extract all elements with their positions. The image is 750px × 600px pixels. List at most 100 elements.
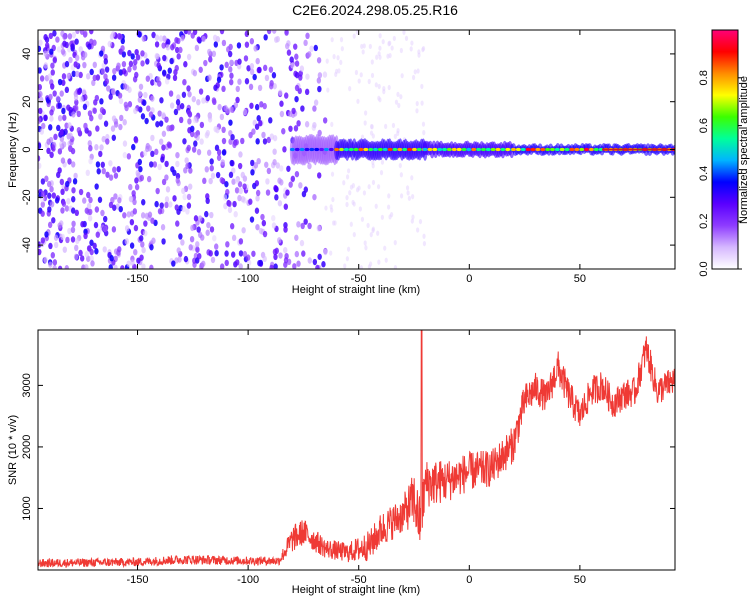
- spectrogram-cell: [38, 67, 42, 74]
- spectrogram-cell: [81, 88, 87, 95]
- spectrogram-cell: [211, 97, 217, 104]
- spectrogram-cell: [322, 117, 328, 124]
- spectrogram-cell: [198, 66, 203, 73]
- spectrogram-cell: [255, 195, 260, 202]
- spectrogram-cell: [136, 257, 141, 264]
- spectrogram-cell: [150, 134, 155, 142]
- spectrogram-cell: [87, 140, 92, 147]
- spectrogram-cell: [149, 264, 154, 269]
- spectrogram-cell: [38, 142, 42, 150]
- colorbar-tick-label: 0.6: [698, 118, 710, 133]
- spectrogram-cell: [363, 120, 367, 126]
- spectrogram-cell: [108, 264, 113, 269]
- spectrogram-cell: [67, 144, 73, 152]
- spectrogram-cell: [219, 64, 224, 71]
- spectrogram-cell: [216, 149, 222, 156]
- spectrogram-cell: [254, 207, 260, 214]
- spectrogram-cell: [67, 46, 72, 53]
- spectrogram-cell: [140, 60, 145, 67]
- spectrogram-cell: [189, 235, 195, 243]
- spectrogram-cell: [113, 121, 119, 128]
- spectrogram-ridge-peak: [485, 147, 491, 152]
- spectrogram-cell: [252, 73, 257, 81]
- spectrogram-cell: [166, 141, 172, 148]
- spectrogram-cell: [345, 174, 350, 180]
- spectrogram-cell: [381, 39, 385, 45]
- spectrogram-ridge-peak: [314, 147, 320, 152]
- x-tick-label: -100: [237, 273, 259, 285]
- spectrogram-cell: [111, 226, 117, 233]
- spectrogram-cell: [121, 68, 127, 75]
- spectrogram-cell: [161, 111, 166, 119]
- spectrogram-cell: [60, 233, 65, 241]
- spectrogram-cell: [323, 248, 328, 256]
- spectrogram-cell: [199, 138, 204, 145]
- spectrogram-cell: [212, 34, 218, 42]
- spectrogram-cell: [46, 180, 52, 188]
- spectrogram-cell: [38, 248, 42, 256]
- spectrogram-cell: [195, 246, 200, 253]
- spectrogram-cell: [95, 125, 100, 132]
- spectrogram-cell: [283, 246, 288, 254]
- spectrogram-cell: [183, 61, 188, 68]
- spectrogram-cell: [271, 222, 277, 229]
- spectrogram-cell: [278, 89, 283, 96]
- spectrogram-cell: [147, 145, 152, 152]
- spectrogram-ridge-peak: [481, 147, 486, 152]
- spectrogram-cell: [393, 133, 397, 139]
- spectrogram-cell: [169, 57, 174, 65]
- spectrogram-cell: [249, 63, 255, 70]
- spectrogram-cell: [329, 250, 333, 256]
- spectrogram-cell: [387, 84, 391, 91]
- spectrogram-cell: [48, 124, 53, 131]
- spectrogram-ridge-peak: [490, 147, 496, 152]
- spectrogram-cell: [65, 236, 70, 244]
- spectrogram-cell: [150, 150, 155, 158]
- spectrogram-cell: [293, 125, 299, 132]
- spectrogram-cell: [122, 212, 127, 219]
- x-tick-label: 0: [466, 273, 472, 285]
- spectrogram-x-label: Height of straight line (km): [292, 284, 420, 296]
- spectrogram-cell: [78, 71, 83, 79]
- spectrogram-cell: [197, 253, 202, 260]
- spectrogram-cell: [147, 211, 153, 218]
- spectrogram-cell: [194, 44, 200, 52]
- spectrogram-cell: [188, 167, 193, 174]
- spectrogram-cell: [134, 48, 139, 56]
- spectrogram-cell: [363, 240, 367, 246]
- spectrogram-cell: [161, 130, 167, 137]
- spectrogram-cell: [272, 30, 277, 34]
- spectrogram-cell: [94, 94, 100, 102]
- spectrogram-cell: [180, 34, 185, 42]
- spectrogram-cell: [214, 243, 219, 250]
- spectrogram-cell: [74, 54, 80, 62]
- spectrogram-cell: [237, 181, 243, 188]
- spectrogram-cell: [238, 263, 243, 269]
- spectrogram-cell: [283, 226, 288, 233]
- spectrogram-cell: [52, 57, 57, 64]
- spectrogram-cell: [180, 239, 185, 246]
- spectrogram-cell: [71, 220, 76, 228]
- spectrogram-cell: [257, 259, 262, 267]
- spectrogram-ridge-peak: [382, 147, 388, 152]
- y-tick-label: -20: [21, 189, 33, 205]
- spectrogram-cell: [73, 61, 78, 68]
- spectrogram-cell: [202, 177, 207, 185]
- spectrogram-cell: [360, 134, 365, 140]
- spectrogram-cell: [121, 60, 127, 68]
- spectrogram-cell: [94, 144, 99, 151]
- spectrogram-cell: [227, 50, 233, 58]
- spectrogram-cell: [235, 259, 240, 266]
- spectrogram-cell: [380, 159, 385, 165]
- spectrogram-cell: [181, 187, 186, 195]
- spectrogram-cell: [283, 203, 289, 210]
- spectrogram-cell: [46, 138, 51, 145]
- spectrogram-cell: [139, 174, 145, 182]
- spectrogram-cell: [288, 181, 293, 188]
- spectrogram-cell: [342, 180, 346, 186]
- spectrogram-cell: [291, 107, 296, 115]
- spectrogram-cell: [359, 72, 363, 78]
- spectrogram-cell: [59, 90, 64, 97]
- spectrogram-cell: [84, 251, 89, 258]
- spectrogram-cell: [330, 171, 335, 177]
